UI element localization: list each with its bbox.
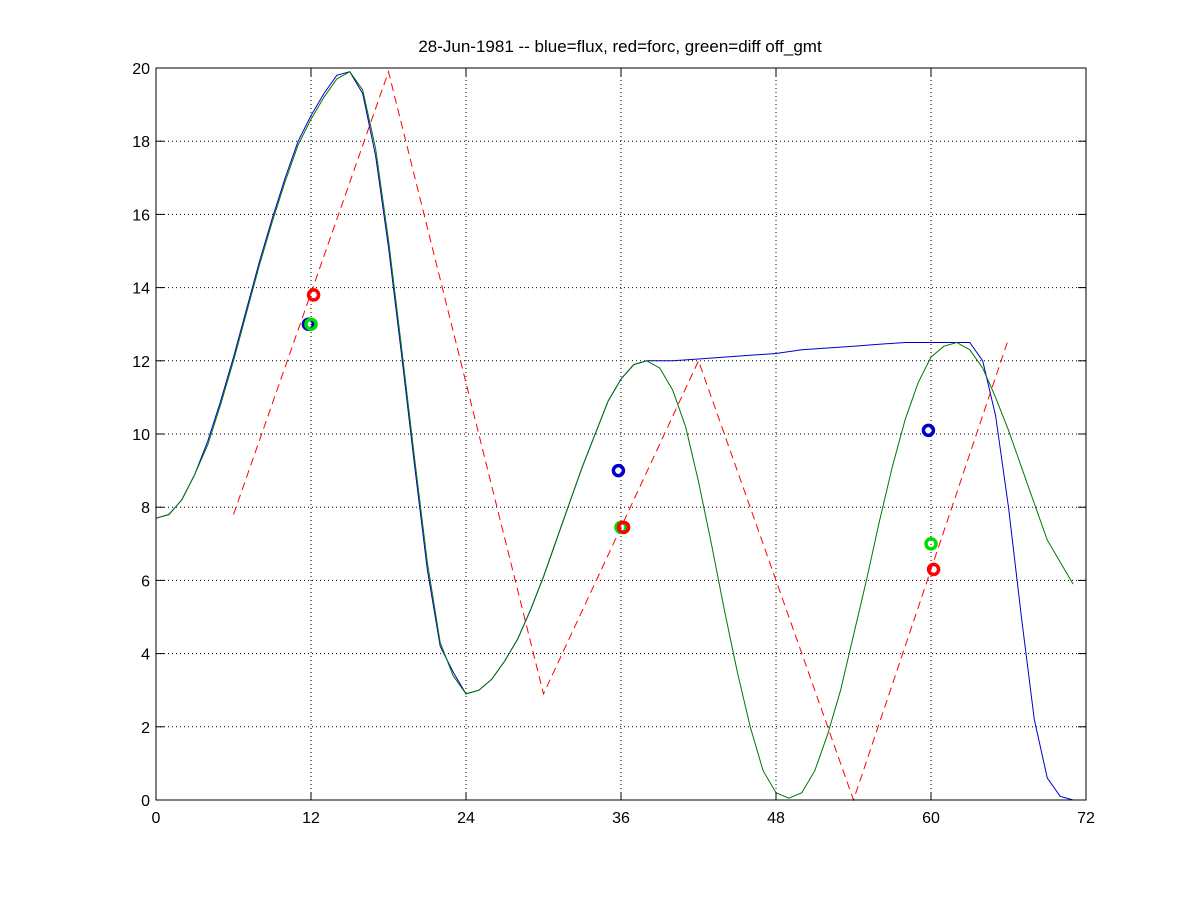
y-tick-label: 4 <box>141 647 150 664</box>
circle-marker <box>616 520 631 535</box>
y-tick-label: 12 <box>132 354 150 371</box>
y-tick-label: 8 <box>141 500 150 517</box>
x-tick-label: 60 <box>922 810 940 827</box>
circle-marker <box>611 463 626 478</box>
forc-line <box>233 69 1009 802</box>
circle-marker <box>924 537 938 551</box>
x-tick-label: 48 <box>767 810 785 827</box>
x-tick-label: 72 <box>1077 810 1095 827</box>
y-tick-label: 6 <box>141 573 150 590</box>
circle-marker <box>306 288 321 302</box>
y-tick-label: 18 <box>132 134 150 151</box>
y-tick-label: 10 <box>132 427 150 444</box>
circle-marker <box>304 317 318 331</box>
diff-line <box>155 71 1074 799</box>
plot-markers <box>301 288 941 577</box>
y-tick-label: 0 <box>141 793 150 810</box>
plot-series <box>155 69 1074 802</box>
x-tick-label: 0 <box>152 810 161 827</box>
y-tick-label: 2 <box>141 720 150 737</box>
flux-line <box>155 71 1074 801</box>
grid <box>156 68 1086 800</box>
x-tick-label: 36 <box>612 810 630 827</box>
x-tick-label: 12 <box>302 810 320 827</box>
axis-ticks <box>155 67 1087 801</box>
circle-marker <box>921 423 936 438</box>
y-tick-label: 20 <box>132 61 150 78</box>
y-tick-label: 16 <box>132 207 150 224</box>
x-tick-label: 24 <box>457 810 475 827</box>
circle-marker <box>926 562 941 577</box>
chart-title: 28-Jun-1981 -- blue=flux, red=forc, gree… <box>418 37 822 56</box>
y-tick-label: 14 <box>132 281 150 298</box>
